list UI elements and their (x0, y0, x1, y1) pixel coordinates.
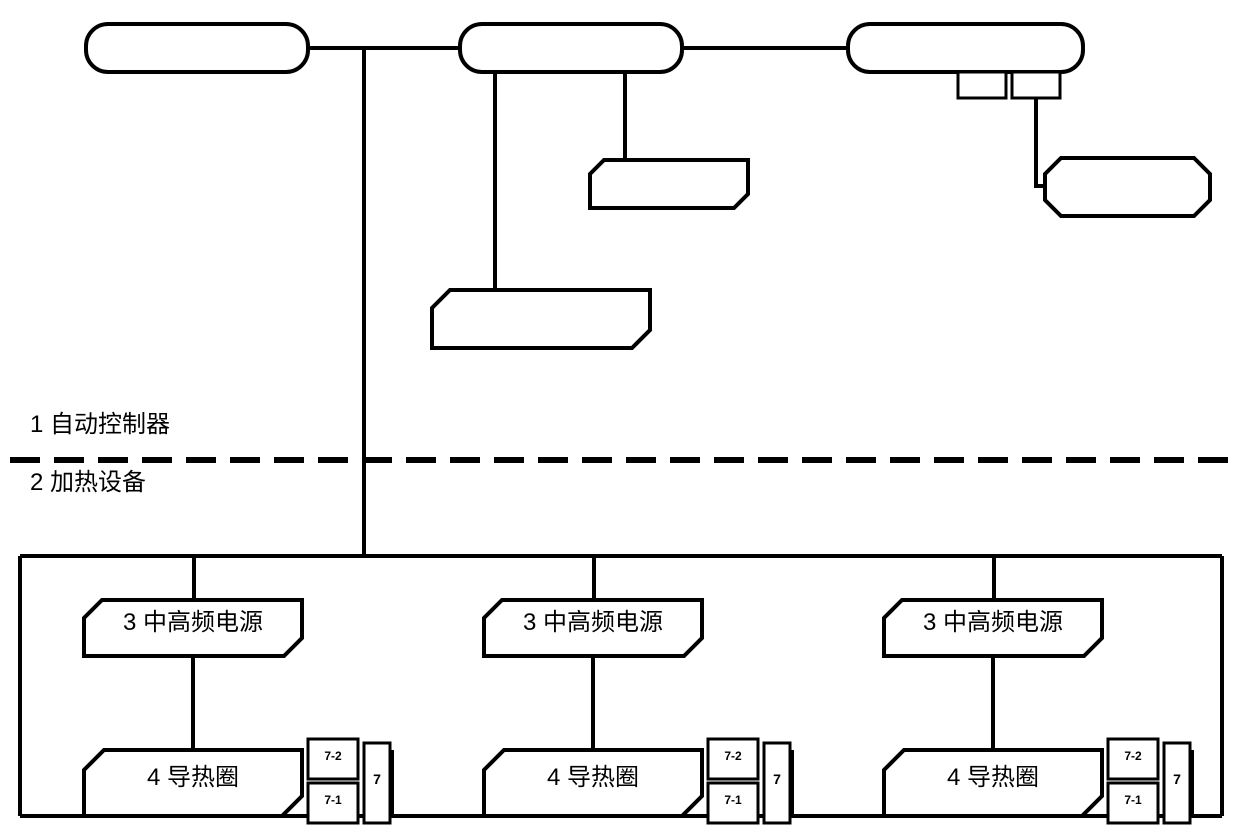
svg-text:4 导热圈: 4 导热圈 (147, 764, 239, 791)
svg-text:7-2: 7-2 (724, 749, 742, 763)
svg-text:4 导热圈: 4 导热圈 (547, 764, 639, 791)
svg-text:2 加热设备: 2 加热设备 (30, 469, 146, 496)
svg-text:7-1: 7-1 (1124, 793, 1142, 807)
svg-text:3 中高频电源: 3 中高频电源 (123, 609, 263, 636)
svg-text:7-1: 7-1 (724, 793, 742, 807)
svg-text:3 中高频电源: 3 中高频电源 (923, 609, 1063, 636)
svg-text:7: 7 (773, 771, 781, 787)
svg-text:7: 7 (1173, 771, 1181, 787)
svg-text:7-2: 7-2 (324, 749, 342, 763)
svg-text:1 自动控制器: 1 自动控制器 (30, 411, 170, 438)
diagram-canvas: 1 自动控制器2 加热设备8 数字显示单元5 信号处理单元10 超限控制单元9 … (0, 0, 1240, 837)
svg-text:7-2: 7-2 (1124, 749, 1142, 763)
svg-text:3 中高频电源: 3 中高频电源 (523, 609, 663, 636)
svg-text:7-1: 7-1 (324, 793, 342, 807)
svg-text:4 导热圈: 4 导热圈 (947, 764, 1039, 791)
svg-text:7: 7 (373, 771, 381, 787)
